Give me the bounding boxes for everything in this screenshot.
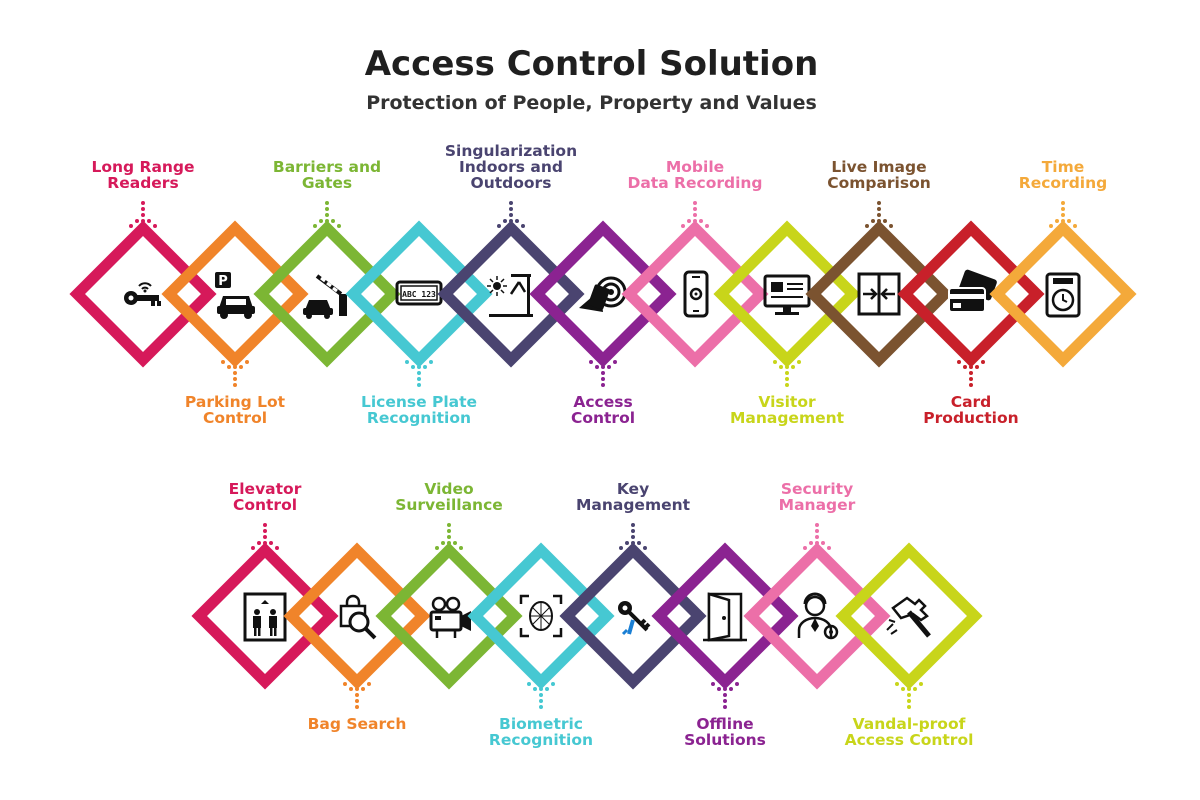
visitor-management-label: Visitor Management	[687, 394, 887, 426]
svg-text:P: P	[218, 274, 228, 289]
card-production-label: Card Production	[871, 394, 1071, 426]
face-scan-icon	[511, 586, 571, 646]
singularization-label: Singularization Indoors and Outdoors	[411, 143, 611, 191]
security-manager-connector-dots	[793, 521, 841, 551]
compare-arrows-icon	[849, 264, 909, 324]
label-line: Access	[573, 393, 633, 411]
label-line: Barriers and	[272, 158, 382, 176]
security-manager-label: Security Manager	[717, 481, 917, 513]
parking-lot-control-label: Parking Lot Control	[135, 394, 335, 426]
biometric-recognition-label: Biometric Recognition	[441, 716, 641, 748]
security-manager-icon	[787, 586, 847, 646]
label-line: Indoors and	[458, 158, 564, 176]
mobile-data-recording-label: Mobile Data Recording	[595, 159, 795, 191]
label-line: Recognition	[366, 409, 472, 427]
barriers-and-gates-connector-dots	[303, 199, 351, 229]
label-line: Time	[1041, 158, 1085, 176]
label-line: Management	[575, 496, 691, 514]
video-surveillance-connector-dots	[425, 521, 473, 551]
elevator-control-label: Elevator Control	[165, 481, 365, 513]
label-line: Biometric	[499, 715, 583, 733]
parking-car-icon: P	[205, 264, 265, 324]
label-line: Video	[424, 480, 474, 498]
label-line: Parking Lot	[184, 393, 286, 411]
parking-lot-control-connector-dots	[211, 359, 259, 389]
label-line: Management	[729, 409, 845, 427]
page-subtitle: Protection of People, Property and Value…	[366, 92, 817, 114]
label-line: License Plate	[360, 393, 478, 411]
label-line: Solutions	[684, 731, 766, 749]
label-line: Security	[780, 480, 854, 498]
cards-icon	[941, 264, 1001, 324]
license-plate-recognition-label: License Plate Recognition	[319, 394, 519, 426]
label-line: Production	[923, 409, 1019, 427]
monitor-icon	[757, 264, 817, 324]
key-management-label: Key Management	[533, 481, 733, 513]
label-line: Outdoors	[470, 174, 552, 192]
barriers-and-gates-label: Barriers and Gates	[227, 159, 427, 191]
door-icon	[695, 586, 755, 646]
live-image-comparison-connector-dots	[855, 199, 903, 229]
svg-text:ABC 123: ABC 123	[402, 290, 436, 299]
label-line: Vandal-proof	[852, 715, 966, 733]
time-recording-connector-dots	[1039, 199, 1087, 229]
hammer-icon	[879, 586, 939, 646]
label-line: Mobile	[665, 158, 725, 176]
label-line: Control	[232, 496, 298, 514]
label-line: Recording	[1018, 174, 1108, 192]
live-image-comparison-label: Live Image Comparison	[779, 159, 979, 191]
long-range-readers-label: Long Range Readers	[43, 159, 243, 191]
video-surveillance-label: Video Surveillance	[349, 481, 549, 513]
license-plate-icon: ABC 123	[389, 264, 449, 324]
visitor-management-connector-dots	[763, 359, 811, 389]
offline-solutions-connector-dots	[701, 681, 749, 711]
label-line: Gates	[301, 174, 353, 192]
video-camera-icon	[419, 586, 479, 646]
label-line: Card	[950, 393, 992, 411]
label-line: Control	[570, 409, 636, 427]
card-reader-icon	[573, 264, 633, 324]
bag-search-label: Bag Search	[257, 716, 457, 732]
bag-search-connector-dots	[333, 681, 381, 711]
label-line: Data Recording	[627, 174, 763, 192]
label-line: Manager	[778, 496, 856, 514]
label-line: Recognition	[488, 731, 594, 749]
turnstile-icon	[481, 264, 541, 324]
label-line: Key	[616, 480, 650, 498]
biometric-recognition-connector-dots	[517, 681, 565, 711]
mobile-data-recording-connector-dots	[671, 199, 719, 229]
singularization-connector-dots	[487, 199, 535, 229]
license-plate-recognition-connector-dots	[395, 359, 443, 389]
label-line: Bag Search	[307, 715, 407, 733]
label-line: Surveillance	[395, 496, 503, 514]
smartphone-icon	[665, 264, 725, 324]
elevator-icon	[235, 586, 295, 646]
label-line: Access Control	[844, 731, 974, 749]
long-range-readers-connector-dots	[119, 199, 167, 229]
label-line: Visitor	[758, 393, 816, 411]
label-line: Control	[202, 409, 268, 427]
access-control-label: Access Control	[503, 394, 703, 426]
key-management-connector-dots	[609, 521, 657, 551]
label-line: Readers	[107, 174, 179, 192]
offline-solutions-label: Offline Solutions	[625, 716, 825, 748]
vandal-proof-access-control-label: Vandal-proof Access Control	[809, 716, 1009, 748]
time-recording-label: Time Recording	[963, 159, 1163, 191]
barrier-gate-icon	[297, 264, 357, 324]
rfid-key-icon	[113, 264, 173, 324]
label-line: Offline	[696, 715, 754, 733]
vandal-proof-access-control-connector-dots	[885, 681, 933, 711]
label-line: Singularization	[444, 142, 578, 160]
bag-search-icon	[327, 586, 387, 646]
elevator-control-connector-dots	[241, 521, 289, 551]
label-line: Live Image	[831, 158, 927, 176]
label-line: Long Range	[91, 158, 195, 176]
time-clock-icon	[1033, 264, 1093, 324]
label-line: Comparison	[827, 174, 931, 192]
card-production-connector-dots	[947, 359, 995, 389]
access-control-connector-dots	[579, 359, 627, 389]
label-line: Elevator	[228, 480, 302, 498]
page-title: Access Control Solution	[364, 44, 819, 84]
keys-icon	[603, 586, 663, 646]
